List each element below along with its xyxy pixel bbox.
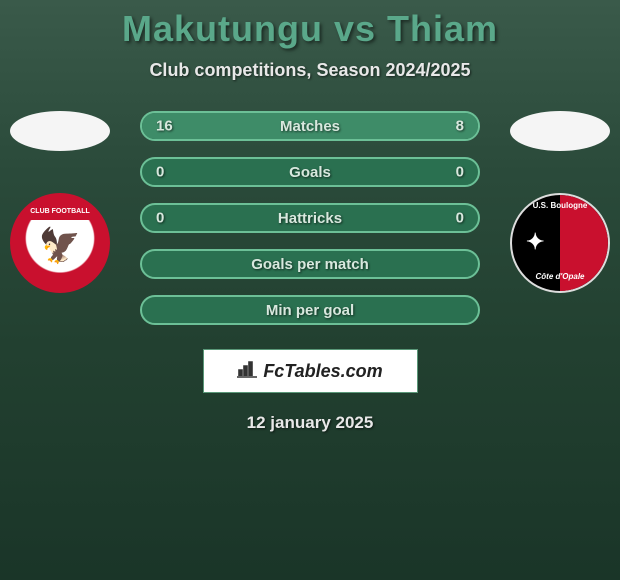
brand-badge[interactable]: FcTables.com <box>203 349 418 393</box>
stat-bar: 0 0 Hattricks <box>140 203 480 233</box>
right-flag-oval <box>510 111 610 151</box>
stat-bar: 16 8 Matches <box>140 111 480 141</box>
stat-value-right: 0 <box>456 164 464 181</box>
stat-value-left: 0 <box>156 164 164 181</box>
stat-value-left: 16 <box>156 118 173 135</box>
right-team-crest: U.S. Boulogne ✦ Côte d'Opale <box>510 193 610 293</box>
left-team-column: CLUB FOOTBALL 🦅 <box>10 111 110 293</box>
date-label: 12 january 2025 <box>0 413 620 433</box>
stat-label: Min per goal <box>266 302 354 319</box>
stat-label: Hattricks <box>278 210 342 227</box>
stat-value-right: 8 <box>456 118 464 135</box>
left-team-crest: CLUB FOOTBALL 🦅 <box>10 193 110 293</box>
stat-bars: 16 8 Matches 0 0 Goals 0 0 Hattricks Goals per ma… <box>140 111 480 325</box>
stat-value-right: 0 <box>456 210 464 227</box>
stat-label: Matches <box>280 118 340 135</box>
stat-bar: Goals per match <box>140 249 480 279</box>
stat-label: Goals <box>289 164 331 181</box>
left-crest-banner: CLUB FOOTBALL <box>19 202 101 220</box>
right-team-column: U.S. Boulogne ✦ Côte d'Opale <box>510 111 610 293</box>
page-subtitle: Club competitions, Season 2024/2025 <box>0 60 620 81</box>
stat-bar: 0 0 Goals <box>140 157 480 187</box>
comparison-panel: CLUB FOOTBALL 🦅 U.S. Boulogne ✦ Côte d'O… <box>0 111 620 433</box>
star-icon: ✦ <box>526 229 544 255</box>
stat-bar: Min per goal <box>140 295 480 325</box>
brand-text: FcTables.com <box>263 361 382 382</box>
stat-label: Goals per match <box>251 256 369 273</box>
stat-value-left: 0 <box>156 210 164 227</box>
owl-icon: 🦅 <box>39 226 81 266</box>
right-crest-bottom-text: Côte d'Opale <box>512 272 608 281</box>
left-flag-oval <box>10 111 110 151</box>
chart-icon <box>237 360 257 383</box>
page-title: Makutungu vs Thiam <box>0 0 620 50</box>
right-crest-top-text: U.S. Boulogne <box>512 201 608 210</box>
